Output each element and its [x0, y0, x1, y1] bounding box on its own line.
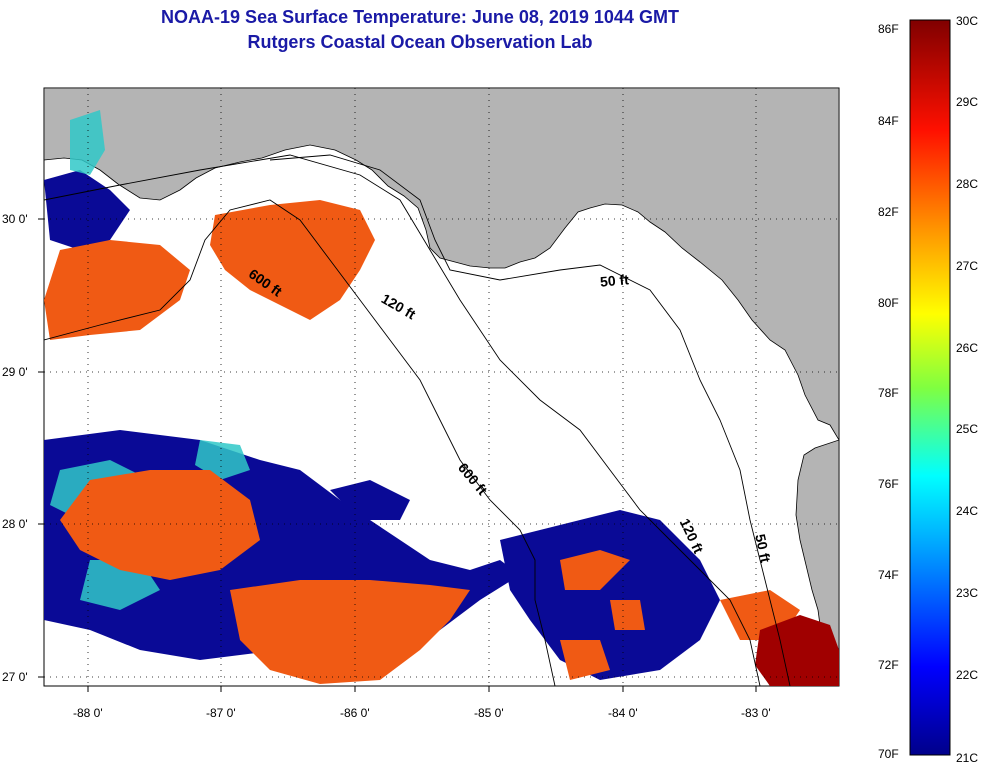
colorbar-fahrenheit-labels: 86F 84F 82F 80F 78F 76F 74F 72F 70F	[878, 22, 899, 761]
bathymetry-contours	[44, 154, 791, 686]
fahrenheit-label: 70F	[878, 747, 899, 761]
celsius-label: 27C	[956, 259, 978, 273]
map-title: NOAA-19 Sea Surface Temperature: June 08…	[161, 7, 679, 27]
fahrenheit-label: 84F	[878, 114, 899, 128]
lon-label: -85 0'	[474, 706, 504, 720]
celsius-label: 25C	[956, 422, 978, 436]
fahrenheit-label: 72F	[878, 658, 899, 672]
land-mass	[44, 88, 839, 441]
sst-hot-patches	[755, 615, 839, 686]
celsius-label: 21C	[956, 751, 978, 765]
lon-label: -87 0'	[206, 706, 236, 720]
lat-label: 30 0'	[2, 212, 28, 226]
fahrenheit-label: 76F	[878, 477, 899, 491]
fahrenheit-label: 78F	[878, 386, 899, 400]
colorbar-celsius-labels: 30C 29C 28C 27C 26C 25C 24C 23C 22C 21C	[956, 14, 978, 765]
lat-lon-grid	[44, 88, 839, 686]
fahrenheit-label: 86F	[878, 22, 899, 36]
fahrenheit-label: 80F	[878, 296, 899, 310]
lon-label: -84 0'	[608, 706, 638, 720]
lon-label: -88 0'	[73, 706, 103, 720]
axis-ticks	[38, 218, 757, 692]
fahrenheit-label: 74F	[878, 568, 899, 582]
celsius-label: 28C	[956, 177, 978, 191]
celsius-label: 23C	[956, 586, 978, 600]
lat-label: 29 0'	[2, 365, 28, 379]
sst-warm-patches	[44, 200, 800, 684]
lat-label: 28 0'	[2, 517, 28, 531]
celsius-label: 29C	[956, 95, 978, 109]
fahrenheit-label: 82F	[878, 205, 899, 219]
temperature-colorbar	[909, 19, 951, 756]
celsius-label: 30C	[956, 14, 978, 28]
contour-label-50ft-north: 50 ft	[599, 271, 629, 289]
celsius-label: 22C	[956, 668, 978, 682]
celsius-label: 26C	[956, 341, 978, 355]
lon-label: -86 0'	[340, 706, 370, 720]
celsius-label: 24C	[956, 504, 978, 518]
map-subtitle: Rutgers Coastal Ocean Observation Lab	[247, 32, 593, 52]
contour-label-50ft-south: 50 ft	[752, 533, 774, 565]
lon-label: -83 0'	[741, 706, 771, 720]
lat-label: 27 0'	[2, 670, 28, 684]
